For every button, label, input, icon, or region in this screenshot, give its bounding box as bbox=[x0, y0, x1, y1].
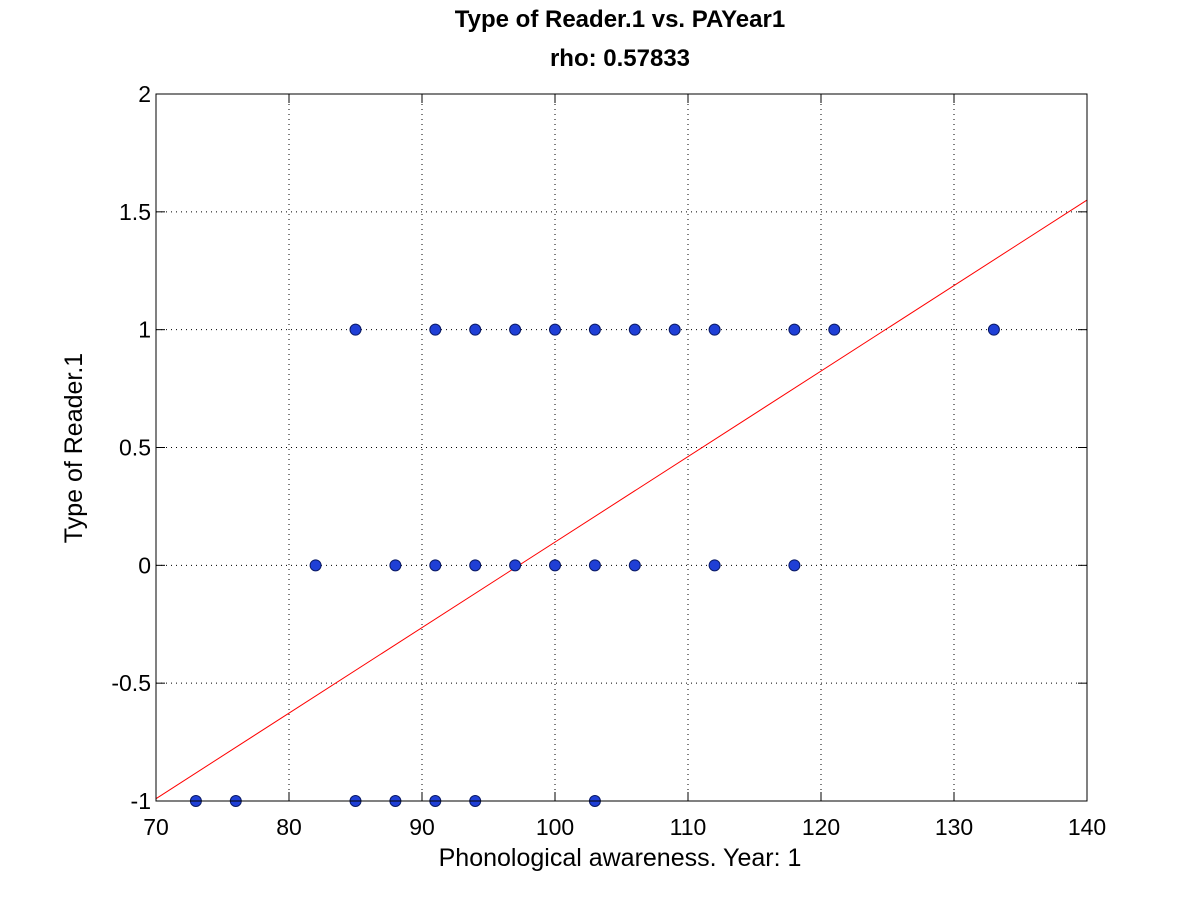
y-tick-labels: -1 -0.5 0 0.5 1 1.5 2 bbox=[111, 81, 151, 814]
data-point bbox=[588, 559, 601, 572]
data-point bbox=[509, 559, 522, 572]
y-tick-label: 0.5 bbox=[119, 435, 151, 461]
y-tick-label: -0.5 bbox=[111, 670, 151, 696]
data-point bbox=[349, 323, 362, 336]
y-tick-label: 2 bbox=[138, 81, 151, 107]
data-point bbox=[549, 323, 561, 336]
data-point bbox=[389, 559, 402, 572]
data-points bbox=[189, 323, 1000, 807]
data-point bbox=[509, 323, 522, 336]
fit-line-layer bbox=[155, 199, 1088, 800]
plot-area-border bbox=[155, 93, 1088, 802]
x-tick-labels: 70 80 90 100 110 120 130 140 bbox=[143, 814, 1106, 840]
x-axis-label: Phonological awareness. Year: 1 bbox=[439, 844, 802, 872]
data-point bbox=[788, 559, 801, 572]
data-point bbox=[588, 323, 601, 336]
grid-lines bbox=[156, 94, 1087, 801]
data-point bbox=[668, 323, 681, 336]
y-tick-label: 0 bbox=[138, 552, 151, 578]
chart-title: Type of Reader.1 vs. PAYear1 bbox=[455, 6, 785, 33]
x-tick-label: 80 bbox=[276, 814, 302, 840]
y-tick-label: 1.5 bbox=[119, 199, 151, 225]
y-axis-label: Type of Reader.1 bbox=[60, 353, 88, 543]
y-tick-label: 1 bbox=[138, 317, 151, 343]
x-tick-label: 140 bbox=[1068, 814, 1106, 840]
x-tick-label: 70 bbox=[143, 814, 169, 840]
data-point bbox=[628, 323, 641, 336]
data-point bbox=[708, 559, 721, 572]
x-tick-label: 130 bbox=[935, 814, 973, 840]
data-point bbox=[628, 559, 641, 572]
data-point bbox=[309, 559, 322, 572]
x-tick-label: 110 bbox=[670, 814, 707, 840]
chart-subtitle: rho: 0.57833 bbox=[550, 45, 690, 72]
data-point bbox=[469, 323, 482, 336]
data-point bbox=[429, 323, 442, 336]
x-tick-label: 120 bbox=[802, 814, 840, 840]
x-tick-label: 90 bbox=[409, 814, 435, 840]
data-point bbox=[429, 559, 442, 572]
data-point bbox=[549, 559, 561, 572]
data-point bbox=[469, 559, 482, 572]
y-tick-label: -1 bbox=[131, 788, 151, 814]
data-point bbox=[788, 323, 801, 336]
data-point bbox=[828, 323, 841, 336]
data-point bbox=[708, 323, 721, 336]
data-point bbox=[987, 323, 1000, 336]
regression-fit-line bbox=[155, 199, 1088, 800]
x-tick-label: 100 bbox=[536, 814, 574, 840]
